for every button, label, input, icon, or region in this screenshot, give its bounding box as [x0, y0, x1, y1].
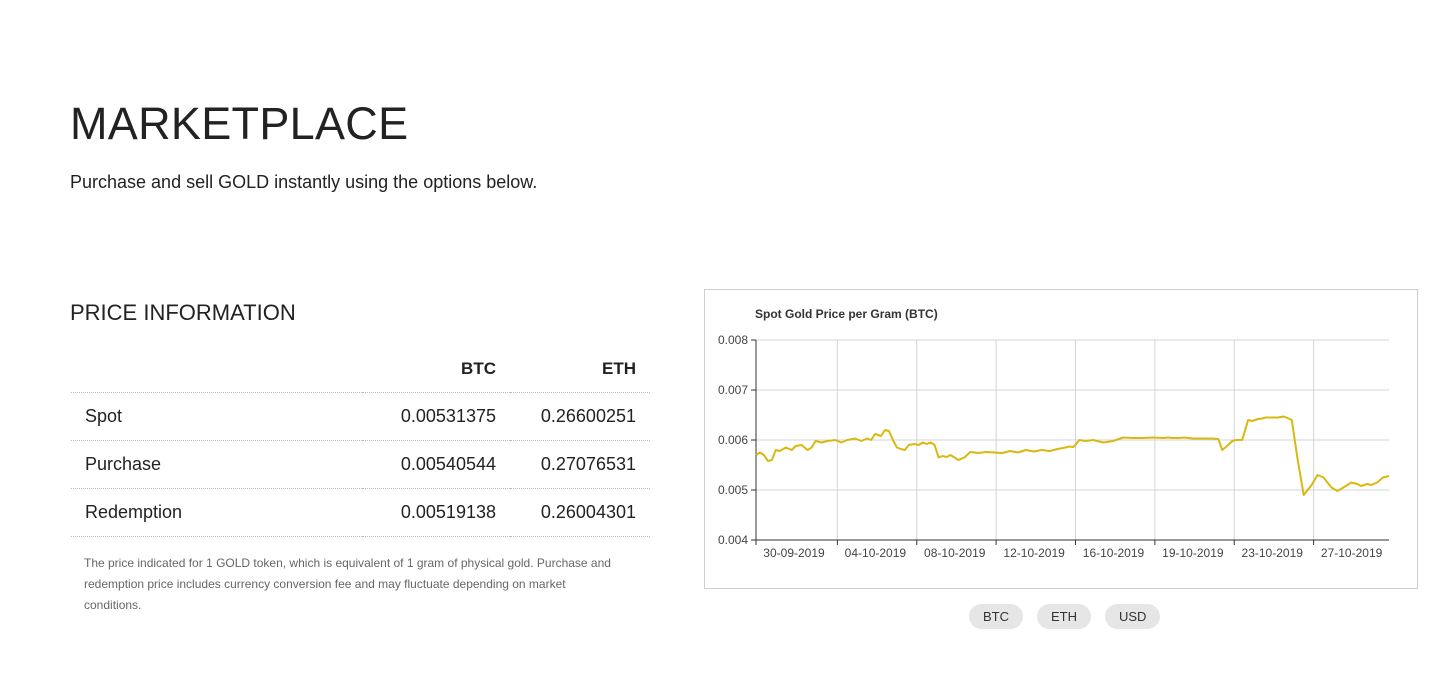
y-tick-label: 0.007 — [718, 383, 748, 397]
y-tick-label: 0.006 — [718, 433, 748, 447]
chart-title: Spot Gold Price per Gram (BTC) — [755, 307, 938, 321]
spot-eth-value: 0.26600251 — [510, 392, 650, 441]
row-label: Purchase — [71, 440, 362, 489]
currency-button-btc[interactable]: BTC — [969, 604, 1023, 629]
x-tick-label: 19-10-2019 — [1162, 546, 1224, 560]
page-title: MARKETPLACE — [70, 98, 409, 149]
page-subtitle: Purchase and sell GOLD instantly using t… — [70, 172, 538, 192]
column-header-btc: BTC — [362, 346, 510, 393]
x-tick-label: 04-10-2019 — [845, 546, 907, 560]
chart-canvas: Spot Gold Price per Gram (BTC) 0.008 0.00… — [718, 307, 1390, 560]
table-row-purchase: Purchase 0.00540544 0.27076531 — [71, 440, 650, 489]
y-tick-label: 0.008 — [718, 333, 748, 347]
currency-switcher: BTC ETH USD — [969, 604, 1161, 629]
spot-price-chart: Spot Gold Price per Gram (BTC) 0.008 0.00… — [704, 289, 1418, 589]
series-line-0 — [755, 415, 1390, 496]
column-header-eth: ETH — [510, 346, 650, 393]
x-tick-label: 08-10-2019 — [924, 546, 986, 560]
redemption-eth-value: 0.26004301 — [510, 488, 650, 537]
y-tick-label: 0.005 — [718, 483, 748, 497]
x-tick-label: 30-09-2019 — [763, 546, 825, 560]
price-note: The price indicated for 1 GOLD token, wh… — [84, 556, 611, 612]
currency-button-usd[interactable]: USD — [1105, 604, 1161, 629]
x-tick-label: 23-10-2019 — [1242, 546, 1304, 560]
column-header-label — [71, 346, 362, 393]
y-tick-label: 0.004 — [718, 533, 748, 547]
purchase-btc-value: 0.00540544 — [362, 440, 510, 489]
spot-btc-value: 0.00531375 — [362, 392, 510, 441]
price-table-header: BTC ETH — [71, 346, 650, 393]
x-tick-label: 16-10-2019 — [1083, 546, 1145, 560]
table-row-redemption: Redemption 0.00519138 0.26004301 — [71, 488, 650, 537]
row-label: Redemption — [71, 488, 362, 537]
price-table: BTC ETH Spot 0.00531375 0.26600251 Purch… — [71, 346, 650, 537]
price-information-title: PRICE INFORMATION — [70, 300, 296, 325]
purchase-eth-value: 0.27076531 — [510, 440, 650, 489]
table-row-spot: Spot 0.00531375 0.26600251 — [71, 392, 650, 441]
redemption-btc-value: 0.00519138 — [362, 488, 510, 537]
row-label: Spot — [71, 392, 362, 441]
x-tick-label: 12-10-2019 — [1003, 546, 1065, 560]
x-tick-label: 27-10-2019 — [1321, 546, 1383, 560]
currency-button-eth[interactable]: ETH — [1037, 604, 1091, 629]
